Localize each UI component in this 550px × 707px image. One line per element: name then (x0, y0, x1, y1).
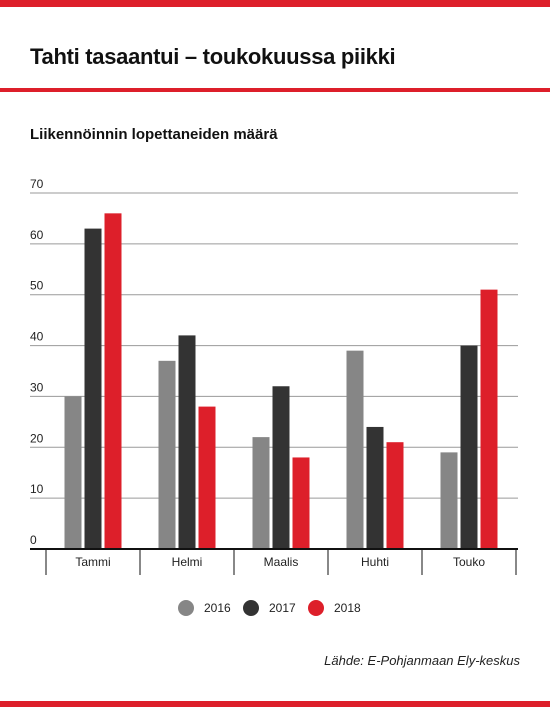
y-tick-label: 60 (30, 228, 44, 242)
legend-label-2016: 2016 (204, 601, 231, 615)
legend-label-2017: 2017 (269, 601, 296, 615)
bar-2017-Touko (460, 345, 478, 549)
x-tick-label: Huhti (361, 555, 389, 569)
y-tick-label: 20 (30, 431, 44, 445)
bar-2018-Tammi (104, 213, 122, 550)
y-tick-label: 50 (30, 279, 44, 293)
page-title: Tahti tasaantui – toukokuussa piikki (30, 44, 396, 69)
x-tick-label: Helmi (172, 555, 203, 569)
legend-swatch-2017 (243, 600, 259, 616)
axes: 0 10 20 30 40 50 60 70 Tammi Helmi Maalis Huhti Touk… (30, 177, 518, 575)
bottom-accent-bar (0, 701, 550, 707)
bar-2016-Touko (440, 452, 458, 549)
source-note: Lähde: E-Pohjanmaan Ely-keskus (324, 653, 520, 668)
bar-2016-Tammi (64, 396, 82, 549)
bar-2017-Huhti (366, 426, 384, 549)
bar-2016-Maalis (252, 437, 270, 549)
chart-title: Liikennöinnin lopettaneiden määrä (30, 126, 278, 143)
bar-2017-Tammi (84, 228, 102, 549)
legend-label-2018: 2018 (334, 601, 361, 615)
y-tick-label: 10 (30, 482, 44, 496)
bar-2018-Maalis (292, 457, 310, 549)
x-tick-label: Maalis (264, 555, 299, 569)
x-tick-label: Tammi (75, 555, 110, 569)
bars (64, 213, 498, 550)
legend: 2016 2017 2018 (178, 600, 361, 616)
bar-2018-Helmi (198, 406, 216, 549)
y-tick-label: 30 (30, 380, 44, 394)
bar-2018-Huhti (386, 442, 404, 549)
bar-2018-Touko (480, 289, 498, 549)
bar-2017-Maalis (272, 386, 290, 549)
bar-2017-Helmi (178, 335, 196, 549)
top-accent-bar (0, 0, 550, 7)
legend-swatch-2018 (308, 600, 324, 616)
x-tick-label: Touko (453, 555, 485, 569)
y-tick-label: 70 (30, 177, 44, 191)
bar-2016-Huhti (346, 350, 364, 549)
y-tick-label: 0 (30, 533, 37, 547)
title-divider (0, 88, 550, 92)
legend-swatch-2016 (178, 600, 194, 616)
y-tick-label: 40 (30, 330, 44, 344)
bar-2016-Helmi (158, 360, 176, 549)
